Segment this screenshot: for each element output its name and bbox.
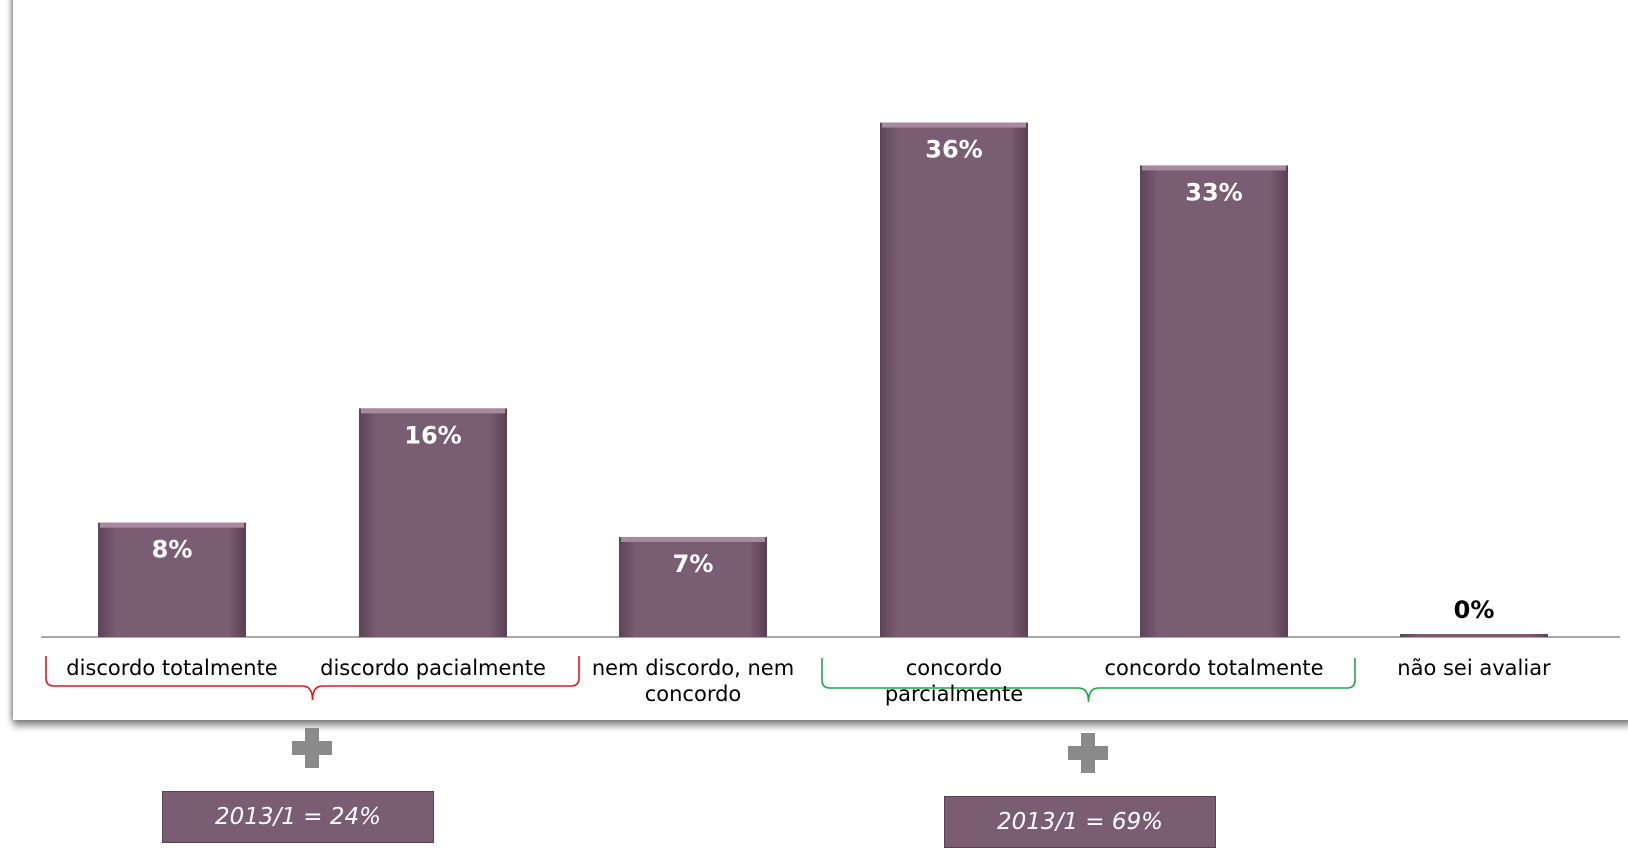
bar-highlight-3 (882, 122, 1026, 128)
bar-highlight-0 (100, 522, 244, 528)
bar-value-label-3: 36% (925, 136, 982, 164)
bar-0 (98, 522, 246, 637)
bar-3 (880, 122, 1028, 637)
category-label-line: nem discordo, nem (591, 656, 795, 680)
category-label-concordo-parcialmente: concordo parcialmente (884, 656, 1024, 706)
bar-value-label-2: 7% (673, 550, 714, 578)
summary-box-agree: 2013/1 = 69% (944, 796, 1216, 848)
bar-value-label-1: 16% (404, 421, 461, 449)
group-bracket-0 (45, 656, 580, 701)
plus-icon (1068, 733, 1108, 773)
chart-panel (13, 0, 1628, 720)
category-label-discordo-pacialmente: discordo pacialmente (320, 656, 546, 680)
bar-2 (619, 536, 767, 637)
plus-icon (292, 728, 332, 768)
category-label-nao-sei-avaliar: não sei avaliar (1397, 656, 1551, 680)
bar-4 (1140, 165, 1288, 637)
category-label-concordo-totalmente: concordo totalmente (1104, 656, 1324, 680)
bar-highlight-1 (361, 408, 505, 414)
bar-1 (359, 408, 507, 637)
category-label-line: concordo (644, 682, 742, 706)
category-label-discordo-totalmente: discordo totalmente (66, 656, 278, 680)
group-bracket-1 (821, 658, 1356, 703)
bar-value-label-0: 8% (152, 536, 193, 564)
bar-highlight-2 (621, 536, 765, 542)
bar-value-label-4: 33% (1185, 178, 1242, 206)
summary-box-disagree: 2013/1 = 24% (162, 791, 434, 843)
bar-highlight-4 (1142, 165, 1286, 171)
category-label-nem-discordo: nem discordo, nem concordo (573, 655, 813, 707)
bar-value-label-5: 0% (1454, 596, 1495, 624)
bar-5 (1400, 634, 1548, 637)
